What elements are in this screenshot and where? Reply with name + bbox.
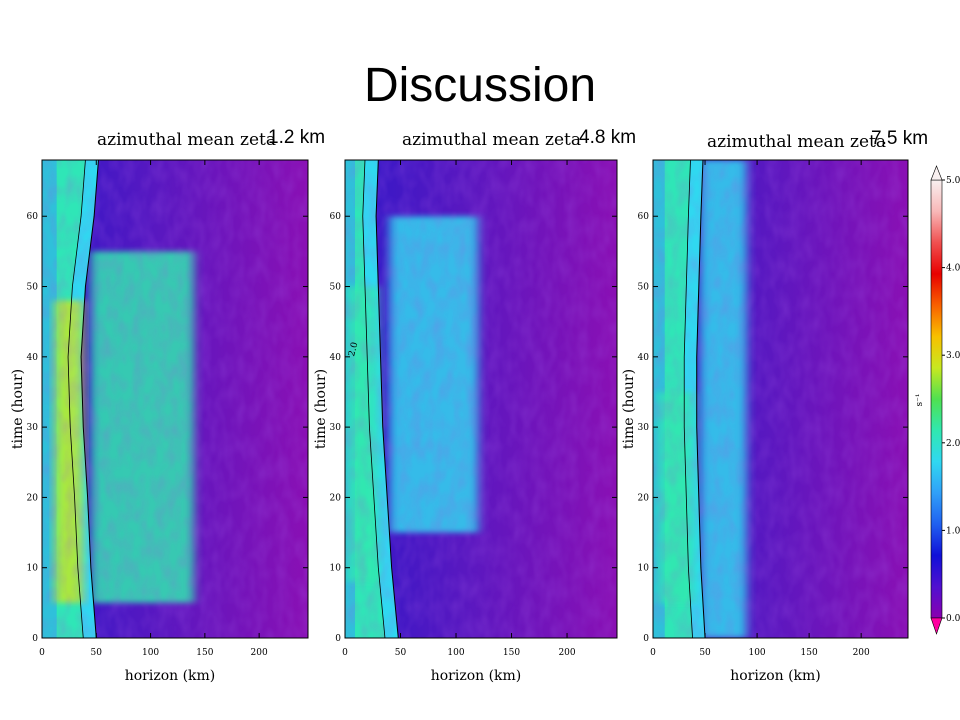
y-tick-label: 40 [330, 353, 342, 363]
edge-contour [80, 160, 99, 638]
plot-frame [344, 159, 618, 639]
colorbar-tick-label: 3.0 [946, 351, 960, 361]
x-axis-title: horizon (km) [730, 668, 821, 684]
inner-contour [362, 160, 386, 638]
edge-contour [696, 160, 706, 638]
noise-texture [345, 160, 617, 638]
x-tick-label: 200 [853, 648, 870, 658]
y-tick-label: 0 [335, 634, 341, 644]
y-axis-title: time (hour) [621, 369, 637, 449]
panel-2-heatmap: 2.0 0 50 100 150 200 0 10 20 30 40 50 60 horizon (km)… [313, 159, 618, 684]
y-axis-title: time (hour) [10, 369, 26, 449]
y-tick-label: 60 [27, 212, 39, 222]
y-tick-label: 20 [638, 493, 650, 503]
colorbar-over-triangle [930, 165, 943, 181]
y-tick-label: 60 [330, 212, 342, 222]
colorbar-tick-label: 5.0 [946, 176, 960, 186]
y-tick-label: 10 [27, 564, 39, 574]
panel-2-title: azimuthal mean zeta [402, 130, 582, 150]
y-tick-label: 40 [27, 353, 39, 363]
inner-contour [67, 160, 86, 638]
colorbar-under-triangle [930, 617, 943, 635]
panel-3-heatmap: 0 50 100 150 200 0 10 20 30 40 50 60 horizon (km) tim… [621, 159, 909, 684]
y-tick-label: 0 [32, 634, 38, 644]
panel-1-field [42, 160, 308, 638]
panel-2-field: 2.0 [345, 160, 617, 638]
plot-frame [41, 159, 309, 639]
panel-3-title: azimuthal mean zeta [707, 132, 887, 152]
edge-contour [375, 160, 399, 638]
x-tick-label: 100 [447, 648, 464, 658]
x-tick-label: 50 [699, 648, 711, 658]
y-tick-label: 50 [638, 283, 650, 293]
colorbar-unit: s⁻¹ [915, 394, 925, 407]
panel-1-height-label: 1.2 km [268, 127, 326, 148]
x-tick-label: 0 [342, 648, 348, 658]
y-tick-label: 0 [643, 634, 649, 644]
x-tick-label: 100 [142, 648, 159, 658]
colorbar-tick-label: 1.0 [946, 526, 960, 536]
x-tick-label: 100 [748, 648, 765, 658]
x-tick-label: 50 [91, 648, 103, 658]
y-axis-title: time (hour) [313, 369, 329, 449]
x-tick-label: 50 [395, 648, 407, 658]
contour-label: 2.0 [347, 341, 360, 358]
inner-contour [683, 160, 693, 638]
colorbar-tick-label: 4.0 [946, 264, 960, 274]
colorbar-gradient [930, 179, 943, 619]
x-tick-label: 150 [196, 648, 213, 658]
noise-texture [42, 160, 308, 638]
y-tick-label: 10 [638, 564, 650, 574]
panel-3-field [653, 160, 908, 638]
x-tick-label: 150 [503, 648, 520, 658]
x-axis-title: horizon (km) [431, 668, 522, 684]
y-tick-label: 40 [638, 353, 650, 363]
colorbar-tick-label: 0.0 [946, 614, 960, 624]
y-tick-label: 30 [27, 423, 39, 433]
y-tick-label: 30 [638, 423, 650, 433]
x-axis-title: horizon (km) [125, 668, 216, 684]
y-tick-label: 20 [27, 493, 39, 503]
slide-title: Discussion [363, 59, 597, 112]
panel-1-title: azimuthal mean zeta [97, 130, 277, 150]
panel-3-height-label: 7.5 km [871, 128, 929, 149]
y-tick-label: 30 [330, 423, 342, 433]
x-tick-label: 200 [251, 648, 268, 658]
y-tick-label: 50 [330, 283, 342, 293]
x-tick-label: 150 [801, 648, 818, 658]
x-tick-label: 0 [650, 648, 656, 658]
plot-frame [652, 159, 909, 639]
x-tick-label: 0 [39, 648, 45, 658]
colorbar-tick-label: 2.0 [946, 439, 960, 449]
y-tick-label: 20 [330, 493, 342, 503]
y-tick-label: 60 [638, 212, 650, 222]
panel-1-heatmap: 0 50 100 150 200 0 10 20 30 40 50 60 horizon (km) tim… [10, 159, 309, 684]
x-tick-label: 200 [558, 648, 575, 658]
y-tick-label: 10 [330, 564, 342, 574]
noise-texture [653, 160, 908, 638]
panel-2-height-label: 4.8 km [579, 127, 637, 148]
y-tick-label: 50 [27, 283, 39, 293]
